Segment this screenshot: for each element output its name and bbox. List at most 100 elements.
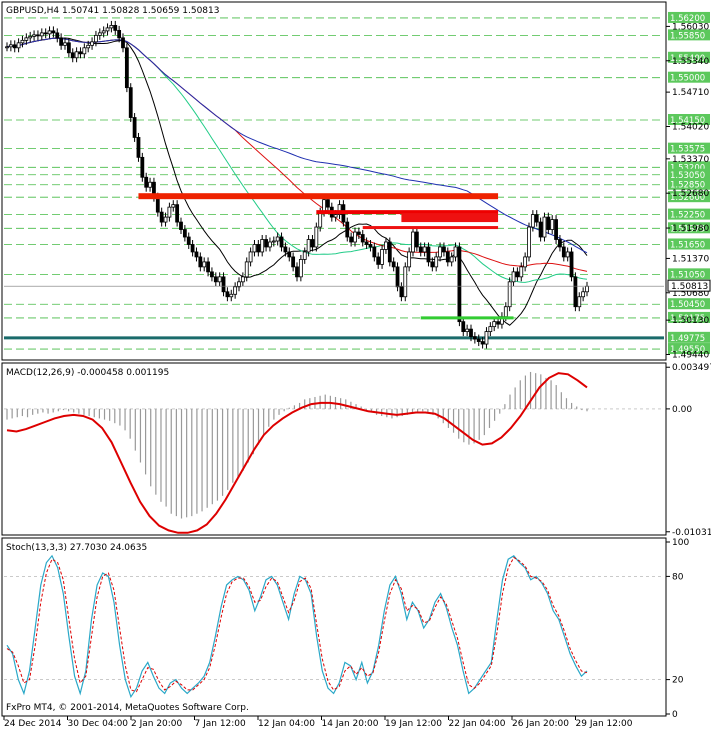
- candle-body: [291, 256, 296, 268]
- candle-body: [554, 219, 558, 240]
- candle-body: [380, 249, 384, 265]
- candle: [399, 282, 404, 302]
- candle: [252, 240, 257, 257]
- candle-body: [279, 236, 284, 248]
- candle: [430, 257, 435, 272]
- candle-body: [449, 256, 454, 263]
- candle: [186, 232, 191, 249]
- price-tick-label: 1.54020: [672, 122, 709, 132]
- candle-body: [217, 276, 222, 283]
- candle: [577, 292, 582, 312]
- stoch-tick-label: 0: [672, 710, 678, 720]
- candle-body: [248, 251, 253, 263]
- candle-body: [542, 216, 547, 238]
- candle: [148, 177, 152, 192]
- candle-body: [461, 321, 466, 333]
- candle-body: [213, 276, 218, 283]
- level-label-box: [668, 311, 710, 323]
- stoch-tick-label: 80: [672, 572, 684, 582]
- candle: [530, 210, 535, 232]
- level-label-box: [668, 222, 710, 234]
- level-label: 1.51650: [670, 240, 705, 250]
- candle: [16, 38, 21, 53]
- candle: [287, 247, 292, 262]
- candle: [90, 37, 94, 50]
- candle: [167, 202, 172, 222]
- candle: [472, 332, 477, 344]
- level-label: 1.53200: [670, 163, 705, 173]
- candle-body: [32, 34, 36, 37]
- candle-body: [198, 256, 203, 268]
- candle: [264, 235, 268, 252]
- level-label: 1.52850: [670, 181, 705, 191]
- candle: [32, 30, 36, 41]
- candle-body: [356, 231, 361, 235]
- candle-body: [314, 226, 319, 248]
- candle-body: [368, 244, 373, 248]
- price-tick-label: 1.55340: [672, 57, 709, 67]
- moving-average-line: [6, 37, 588, 254]
- level-label-box: [668, 178, 710, 190]
- candle: [66, 38, 71, 58]
- candle-body: [418, 246, 423, 253]
- resistance-zone: [316, 210, 499, 215]
- candle: [59, 33, 64, 50]
- x-tick-label: 12 Jan 04:00: [258, 719, 315, 729]
- candle: [387, 237, 392, 267]
- candle-body: [472, 336, 477, 340]
- candle-body: [434, 256, 439, 268]
- candle: [190, 240, 195, 257]
- candle: [407, 247, 412, 272]
- candle: [465, 324, 470, 337]
- stoch-tick-label: 100: [672, 538, 689, 548]
- candle: [136, 132, 141, 162]
- candle-body: [538, 221, 543, 238]
- candle: [534, 210, 539, 227]
- candle-body: [159, 211, 164, 223]
- candle-body: [229, 293, 234, 298]
- candle: [225, 287, 230, 302]
- candle-body: [384, 241, 388, 250]
- candle-body: [391, 261, 396, 268]
- candle: [488, 322, 493, 337]
- level-label: 1.49775: [670, 334, 705, 344]
- level-label-box: [668, 331, 710, 343]
- candle: [519, 262, 524, 282]
- current-price-label: 1.50813: [671, 282, 708, 292]
- candle: [291, 252, 296, 272]
- candle: [124, 43, 129, 93]
- candle-body: [457, 246, 462, 323]
- candle-body: [101, 30, 106, 34]
- macd-panel[interactable]: [1, 362, 667, 536]
- candle-body: [503, 306, 508, 318]
- candle-body: [295, 266, 299, 278]
- candle-body: [16, 42, 21, 49]
- level-label-box: [668, 161, 710, 173]
- candle-body: [90, 41, 94, 46]
- price-tick-label: 1.50130: [672, 316, 709, 326]
- price-tick-label: 1.50680: [672, 289, 709, 299]
- stoch-panel[interactable]: [1, 537, 667, 717]
- macd-tick-label: 0.003497: [672, 363, 711, 373]
- candle-body: [310, 239, 315, 248]
- candle-body: [109, 25, 114, 29]
- candle: [364, 237, 369, 249]
- candle-body: [63, 42, 67, 46]
- candle-body: [333, 214, 338, 218]
- candle: [442, 242, 446, 257]
- level-label: 1.49550: [670, 345, 705, 355]
- candle-body: [105, 27, 110, 32]
- candle-body: [484, 331, 489, 345]
- candle: [275, 232, 280, 246]
- candle: [480, 337, 485, 349]
- candle-body: [476, 338, 481, 342]
- stoch-tick-label: 20: [672, 676, 684, 686]
- candle: [279, 232, 284, 252]
- candle-body: [240, 276, 245, 283]
- main-price-panel[interactable]: [1, 1, 667, 361]
- price-tick-label: 1.51980: [672, 224, 709, 234]
- price-tick-label: 1.52680: [672, 189, 709, 199]
- candle-body: [155, 196, 160, 213]
